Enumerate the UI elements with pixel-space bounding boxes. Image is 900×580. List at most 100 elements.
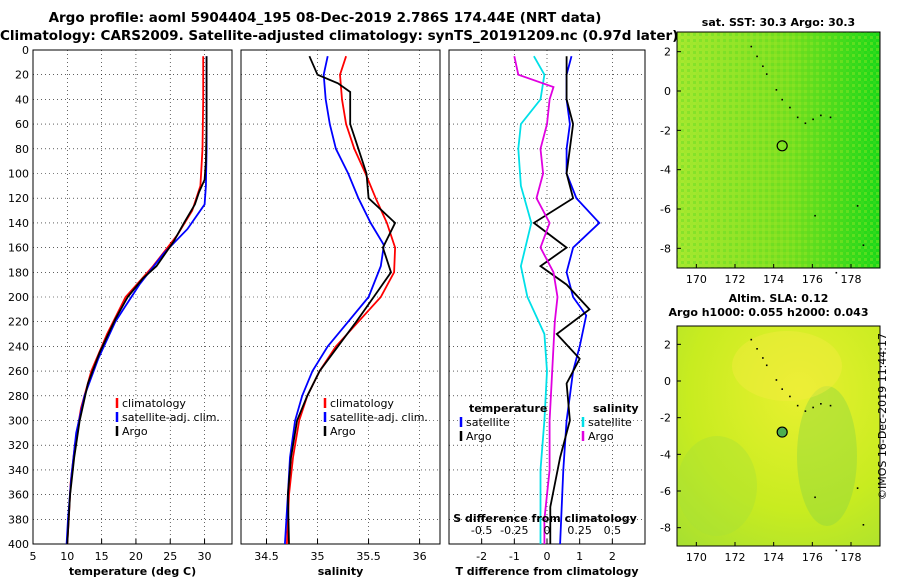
y-tick-label: 300 <box>8 415 29 428</box>
top-tick-label: 0 <box>544 524 551 537</box>
island-dot <box>804 122 807 125</box>
island-dot <box>765 364 768 367</box>
map-y-tick-label: -4 <box>660 448 671 461</box>
map-y-tick-label: 0 <box>664 375 671 388</box>
map-y-tick-label: -6 <box>660 203 671 216</box>
map-frame <box>676 325 881 547</box>
island-dot <box>829 116 832 119</box>
y-tick-label: 260 <box>8 365 29 378</box>
island-dot <box>862 244 865 246</box>
island-dot <box>789 395 791 398</box>
signature: ©IMOS 16-Dec-2019 11:44:17 <box>876 333 889 500</box>
title-line-2: Climatology: CARS2009. Satellite-adjuste… <box>0 28 679 44</box>
series-line-t-argo <box>532 56 591 544</box>
island-dot <box>775 379 778 381</box>
map-x-tick-label: 176 <box>802 273 823 286</box>
island-dot <box>804 410 807 412</box>
y-tick-label: 60 <box>15 118 29 131</box>
x-tick-label: 34.5 <box>254 550 279 563</box>
island-dot <box>796 404 799 407</box>
plot-frame <box>240 49 441 545</box>
top-tick-label: 0.25 <box>567 524 592 537</box>
island-dot <box>856 487 859 489</box>
island-dot <box>762 357 764 359</box>
island-dot <box>750 45 753 48</box>
y-tick-label: 80 <box>15 143 29 156</box>
x-tick-label: 30 <box>198 550 212 563</box>
island-dot <box>829 404 832 407</box>
y-tick-label: 240 <box>8 340 29 353</box>
map-y-tick-label: -6 <box>660 485 671 498</box>
plot-frame <box>32 49 233 545</box>
map-y-tick-label: -2 <box>660 124 671 137</box>
map-y-tick-label: -4 <box>660 164 671 177</box>
map-y-tick-label: 2 <box>664 46 671 59</box>
series-line-satellite-adj-clim- <box>284 56 385 545</box>
series-line-s-satellite <box>517 55 548 544</box>
map-blob <box>797 386 857 526</box>
island-dot <box>750 338 753 341</box>
y-tick-label: 140 <box>8 217 29 230</box>
y-tick-label: 280 <box>8 390 29 403</box>
top-axis-label: S difference from climatology <box>453 512 637 525</box>
profile-marker <box>776 426 788 438</box>
x-axis-label: salinity <box>318 565 364 578</box>
map-x-tick-label: 178 <box>841 551 862 564</box>
map-x-tick-label: 176 <box>802 551 823 564</box>
legend-label: Argo <box>122 425 148 438</box>
map-x-tick-label: 178 <box>841 273 862 286</box>
island-dot <box>756 348 758 350</box>
y-tick-label: 360 <box>8 489 29 502</box>
title-line-1: Argo profile: aoml 5904404_195 08-Dec-20… <box>48 10 602 26</box>
series-line-s-argo <box>513 56 559 544</box>
series-line-climatology <box>286 55 397 545</box>
island-dot <box>835 271 838 274</box>
map-sla: 170 172 174 176 178 2 0 -2 -4 -6 -8 Altim. SLA: 0.1… <box>660 292 881 564</box>
x-tick-label: 2 <box>609 550 616 563</box>
y-tick-label: 320 <box>8 439 29 452</box>
map-y-tick-label: 2 <box>664 338 671 351</box>
panel-salinity: 34.5 35 35.5 36 salinity climatologysatellite… <box>240 49 441 578</box>
island-dot <box>789 106 791 109</box>
legend-label: satellite-adj. clim. <box>330 411 428 424</box>
y-tick-label: 180 <box>8 266 29 279</box>
island-dot <box>835 549 838 552</box>
map-frame <box>676 31 881 269</box>
map-y-tick-label: -8 <box>660 242 671 255</box>
y-tick-label: 120 <box>8 192 29 205</box>
map-x-tick-label: 172 <box>725 273 746 286</box>
y-tick-label: 40 <box>15 93 29 106</box>
legend-label: Argo <box>466 430 492 443</box>
island-dot <box>775 89 778 91</box>
map-x-tick-label: 172 <box>725 551 746 564</box>
island-dot <box>781 98 783 101</box>
top-tick-label: 0.5 <box>604 524 622 537</box>
map-y-tick-label: -2 <box>660 412 671 425</box>
island-dot <box>762 65 764 68</box>
legend-label: climatology <box>122 397 186 410</box>
x-tick-label: 5 <box>30 550 37 563</box>
legend-sal-title: salinity <box>593 402 639 415</box>
x-tick-label: 0 <box>544 550 551 563</box>
x-tick-label: 15 <box>95 550 109 563</box>
island-dot <box>856 205 859 207</box>
x-axis-label: T difference from climatology <box>455 565 638 578</box>
profile-marker <box>776 140 788 152</box>
map-title-1: Altim. SLA: 0.12 <box>729 292 829 305</box>
y-tick-label: 100 <box>8 168 29 181</box>
y-tick-label: 20 <box>15 69 29 82</box>
island-dot <box>796 116 799 119</box>
map-x-tick-label: 174 <box>763 273 784 286</box>
x-tick-label: -1 <box>509 550 520 563</box>
island-dot <box>814 496 816 499</box>
x-tick-label: 36 <box>413 550 427 563</box>
island-dot <box>756 55 758 58</box>
y-tick-label: 380 <box>8 513 29 526</box>
y-tick-label: 400 <box>8 538 29 551</box>
map-blob <box>677 436 757 536</box>
map-title-2: Argo h1000: 0.055 h2000: 0.043 <box>669 306 869 319</box>
island-dot <box>862 524 865 526</box>
x-tick-label: 35.5 <box>356 550 381 563</box>
map-x-tick-label: 170 <box>686 273 707 286</box>
island-dot <box>812 118 814 121</box>
